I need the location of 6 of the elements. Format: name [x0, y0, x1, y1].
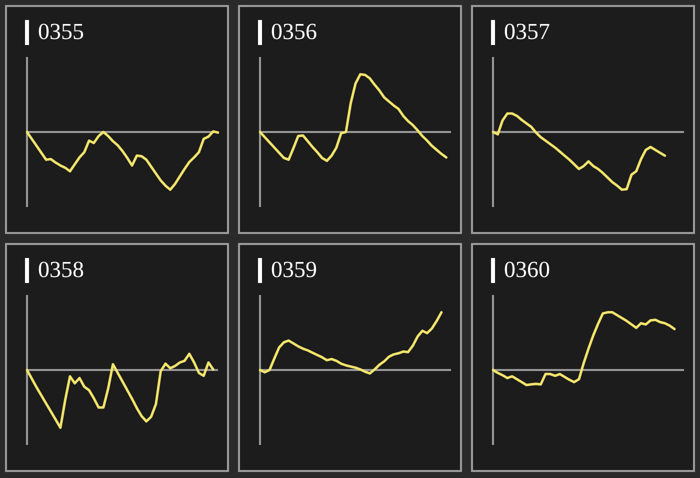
- chart-title: 0356: [271, 18, 317, 46]
- chart-title: 0355: [38, 18, 84, 46]
- chart-title: 0360: [504, 256, 550, 284]
- chart-title: 0359: [271, 256, 317, 284]
- chart-title: 0357: [504, 18, 550, 46]
- chart-title: 0358: [38, 256, 84, 284]
